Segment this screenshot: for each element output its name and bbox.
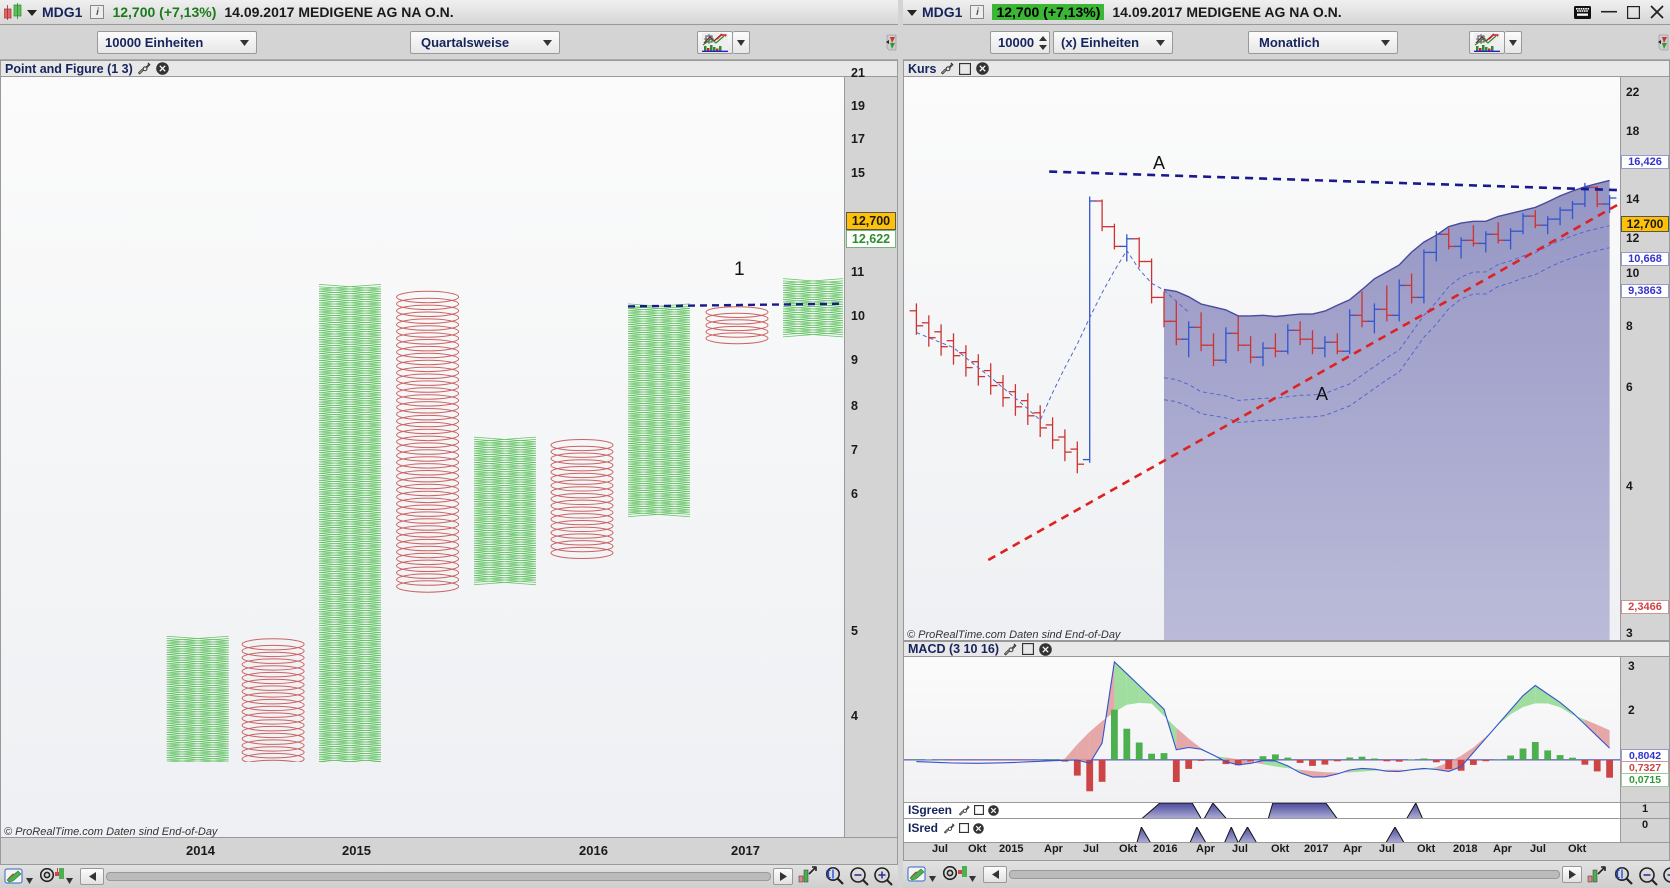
svg-text:A: A [1153,153,1165,173]
svg-text:1: 1 [734,259,745,280]
svg-text:A: A [1316,384,1328,404]
